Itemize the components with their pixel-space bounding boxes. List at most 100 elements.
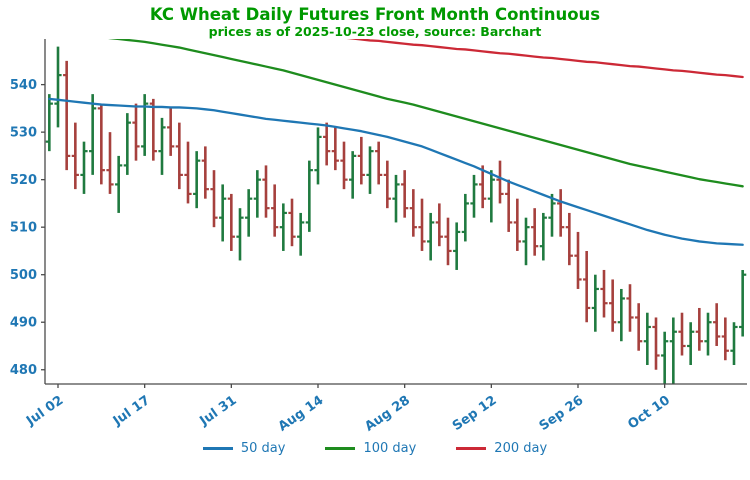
ohlc-bar — [695, 308, 703, 351]
ohlc-bar — [669, 317, 677, 385]
legend-label: 100 day — [363, 441, 417, 457]
ohlc-bar — [444, 217, 452, 266]
ohlc-bar — [167, 108, 175, 157]
ohlc-bar — [635, 303, 643, 351]
ohlc-bar — [245, 189, 253, 237]
ohlc-bar — [331, 127, 339, 171]
x-tick-label: Oct 10 — [625, 393, 673, 433]
ohlc-bar — [574, 232, 582, 290]
ohlc-bar — [487, 170, 495, 223]
ohlc-bar — [175, 122, 183, 190]
ohlc-bar — [63, 61, 71, 171]
ohlc-bar — [340, 141, 348, 190]
price-chart-svg: 480 490 500 510 520 530 540 Jul 02 Jul 17 Jul 31 A… — [10, 39, 747, 435]
ohlc-bar — [617, 289, 625, 342]
legend-label: 200 day — [494, 441, 548, 457]
x-tick-label: Jul 31 — [196, 393, 239, 429]
legend-item-200-day: 200 day — [456, 441, 547, 456]
ohlc-bar — [297, 213, 305, 256]
ohlc-bar — [539, 213, 547, 261]
ohlc-bar — [470, 175, 478, 218]
ohlc-bar — [357, 137, 365, 185]
ohlc-bar — [392, 175, 400, 223]
x-tick-label: Sep 26 — [537, 393, 587, 434]
y-tick-label: 540 — [10, 78, 37, 93]
ohlc-bar — [375, 141, 383, 185]
ohlc-bar — [383, 160, 391, 209]
ohlc-bar — [427, 213, 435, 261]
legend-line-swatch — [202, 447, 233, 451]
ohlc-bar — [288, 198, 296, 247]
ohlc-bar — [158, 118, 166, 176]
chart-legend: 50 day 100 day 200 day — [0, 441, 750, 456]
ohlc-bar — [323, 122, 331, 166]
ohlc-bar — [548, 194, 556, 237]
y-tick-label: 520 — [10, 173, 37, 188]
ohlc-bar — [565, 213, 573, 266]
ohlc-bar — [557, 189, 565, 237]
ohlc-bar — [652, 317, 660, 370]
ohlc-bar — [115, 156, 123, 214]
ohlc-bar — [479, 165, 487, 209]
y-tick-label: 480 — [10, 363, 37, 378]
ohlc-bar — [678, 312, 686, 356]
ohlc-bar — [201, 146, 209, 199]
ohlc-bar — [730, 322, 738, 366]
x-tick-label: Sep 12 — [450, 393, 500, 434]
x-tick-label: Jul 02 — [23, 393, 66, 429]
ohlc-bar — [461, 194, 469, 242]
ma100-line — [108, 39, 744, 188]
ohlc-bar — [227, 194, 235, 252]
ohlc-bar — [253, 170, 261, 218]
legend-line-swatch — [325, 447, 356, 451]
ohlc-bar — [262, 165, 270, 218]
ohlc-bar — [184, 141, 192, 204]
y-tick-label: 500 — [10, 268, 37, 283]
ohlc-bar — [193, 151, 201, 209]
ohlc-bar — [453, 222, 461, 271]
ma50-line — [48, 97, 744, 247]
ohlc-bar — [583, 251, 591, 323]
ohlc-bar — [609, 279, 617, 332]
ohlc-bar — [141, 94, 149, 157]
ohlc-bar — [54, 46, 62, 128]
ohlc-bar — [435, 203, 443, 247]
ohlc-bar — [305, 160, 313, 233]
legend-label: 50 day — [240, 441, 286, 457]
ohlc-bar — [219, 184, 227, 242]
ohlc-bar — [80, 141, 88, 195]
plot-area — [45, 39, 747, 385]
x-tick-label: Aug 28 — [362, 393, 413, 435]
ohlc-bar — [661, 331, 669, 385]
ohlc-bar — [401, 170, 409, 218]
ohlc-bar — [45, 94, 53, 152]
x-tick-label: Jul 17 — [110, 393, 153, 429]
ohlc-bar — [366, 146, 374, 195]
chart-title: KC Wheat Daily Futures Front Month Conti… — [149, 5, 601, 24]
ohlc-bar — [409, 189, 417, 237]
legend-item-50-day: 50 day — [202, 441, 286, 457]
legend-item-100-day: 100 day — [325, 441, 416, 456]
ohlc-bar — [626, 284, 634, 332]
ohlc-bar — [106, 132, 114, 195]
ma200-line — [346, 39, 744, 79]
ohlc-bar — [271, 184, 279, 237]
ohlc-bar — [496, 160, 504, 204]
y-tick-label: 490 — [10, 316, 37, 331]
ohlc-bar — [704, 312, 712, 356]
y-tick-label: 510 — [10, 221, 37, 236]
ohlc-bar — [210, 170, 218, 228]
ohlc-bar — [132, 103, 140, 161]
x-tick-label: Aug 14 — [276, 393, 327, 435]
chart-header: KC Wheat Daily Futures Front Month Conti… — [0, 5, 750, 40]
chart-subtitle: prices as of 2025-10-23 close, source: B… — [208, 24, 542, 40]
ohlc-bar — [643, 312, 651, 366]
ohlc-bar — [531, 208, 539, 256]
ohlc-bar — [236, 208, 244, 261]
ohlc-bar — [739, 270, 747, 337]
ohlc-bar — [123, 113, 131, 176]
ohlc-bar — [418, 198, 426, 252]
ohlc-bar — [591, 274, 599, 332]
ohlc-bar — [349, 151, 357, 199]
chart-root: KC Wheat Daily Futures Front Month Conti… — [0, 5, 750, 480]
